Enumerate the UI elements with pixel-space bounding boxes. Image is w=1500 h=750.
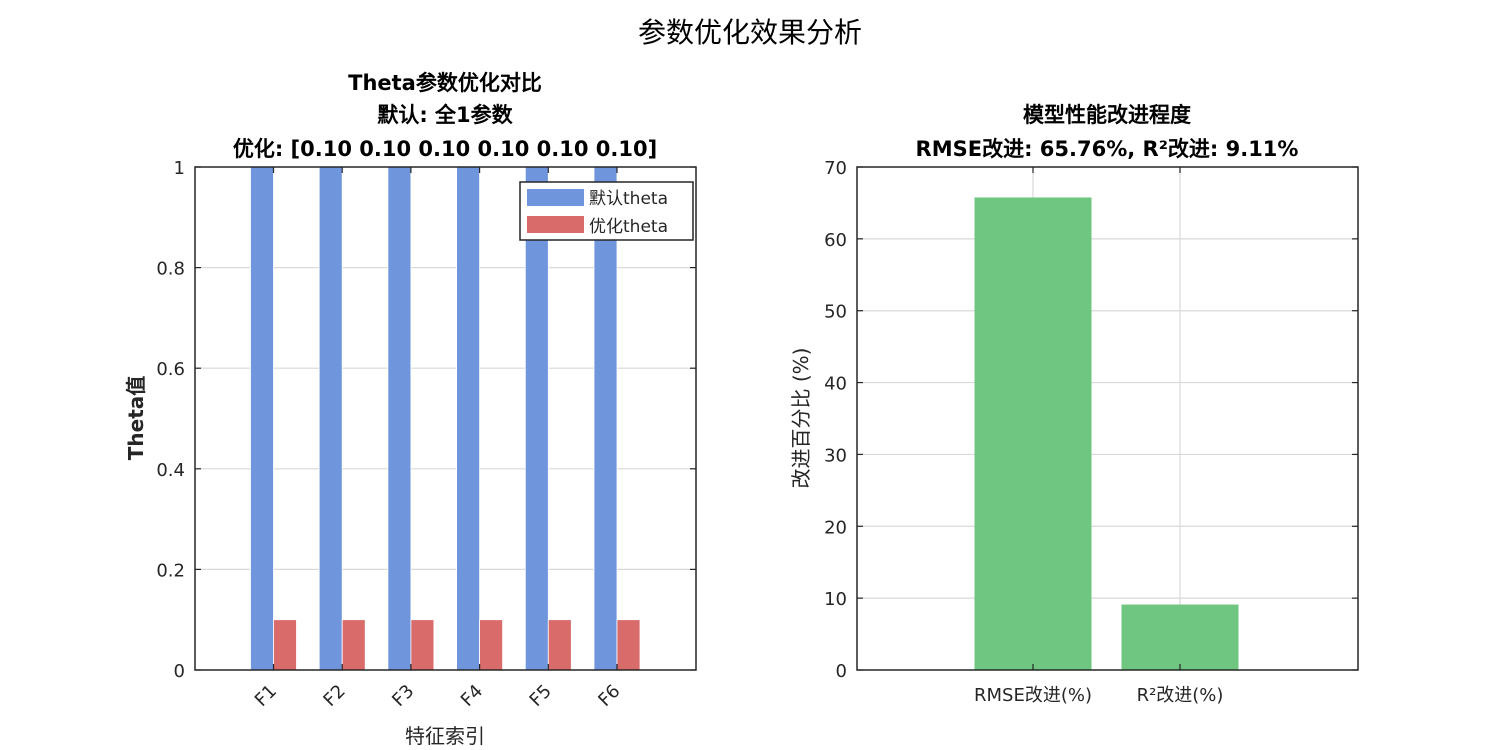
bar-optimized-theta xyxy=(273,619,297,671)
y-tick-label: 30 xyxy=(824,445,847,466)
y-tick-label: 70 xyxy=(824,158,847,179)
y-tick-label: 1 xyxy=(174,158,185,179)
x-tick-label: RMSE改进(%) xyxy=(974,685,1092,706)
bar-optimized-theta xyxy=(547,619,572,671)
axes-box-right xyxy=(856,166,1359,671)
x-tick-label: F2 xyxy=(319,681,349,711)
left-x-label: 特征索引 xyxy=(405,724,485,748)
bar-optimized-theta xyxy=(616,619,641,671)
bar-default-theta xyxy=(593,166,618,671)
x-tick-label: R²改进(%) xyxy=(1137,685,1224,706)
bar-optimized-theta xyxy=(341,619,366,671)
bar-improvement xyxy=(974,197,1092,671)
y-tick-label: 40 xyxy=(824,374,847,395)
legend: 默认theta 优化theta xyxy=(519,181,694,241)
legend-label-default: 默认theta xyxy=(589,189,668,209)
left-y-label: Theta值 xyxy=(124,376,148,461)
y-tick-label: 0 xyxy=(174,661,185,682)
y-tick-label: 0.6 xyxy=(156,359,185,380)
axes-box-left xyxy=(194,166,697,671)
bar-default-theta xyxy=(387,166,412,671)
y-tick-label: 0.4 xyxy=(156,460,185,481)
bar-default-theta xyxy=(524,166,549,671)
y-tick-label: 20 xyxy=(824,517,847,538)
x-tick-label: F5 xyxy=(526,681,556,711)
legend-swatch-optimized xyxy=(527,216,584,233)
y-tick-label: 0 xyxy=(836,661,847,682)
left-title-line-3: 优化: [0.10 0.10 0.10 0.10 0.10 0.10] xyxy=(233,137,657,161)
left-title-line-1: Theta参数优化对比 xyxy=(348,71,542,95)
y-tick-label: 60 xyxy=(824,230,847,251)
y-tick-label: 0.2 xyxy=(156,560,185,581)
bar-improvement xyxy=(1121,604,1239,670)
figure-title: 参数优化效果分析 xyxy=(638,16,862,49)
y-tick-label: 0.8 xyxy=(156,259,185,280)
x-tick-label: F6 xyxy=(594,681,624,711)
legend-label-optimized: 优化theta xyxy=(589,217,668,237)
left-title-line-2: 默认: 全1参数 xyxy=(377,103,513,127)
plot-area-right xyxy=(857,167,1358,670)
right-y-label: 改进百分比 (%) xyxy=(789,348,813,489)
bar-default-theta xyxy=(250,166,274,671)
bar-optimized-theta xyxy=(479,619,504,671)
ticks-right: 0 10 20 30 40 50 60 70 RMSE改进(%) R²改进(%) xyxy=(824,158,1358,706)
y-tick-label: 50 xyxy=(824,302,847,323)
right-title-line-2: RMSE改进: 65.76%, R²改进: 9.11% xyxy=(916,137,1299,161)
bar-default-theta xyxy=(318,166,343,671)
x-tick-label: F3 xyxy=(388,681,418,711)
y-tick-label: 10 xyxy=(824,589,847,610)
x-tick-label: F1 xyxy=(251,681,281,711)
legend-swatch-default xyxy=(527,189,584,206)
right-title-line-1: 模型性能改进程度 xyxy=(1023,103,1191,127)
bar-default-theta xyxy=(456,166,481,671)
theta-comparison-chart: 0 0.2 0.4 0.6 0.8 1 F1 F2 F3 F4 F5 F6 Theta参数优化对比 默… xyxy=(124,71,697,748)
bar-optimized-theta xyxy=(410,619,435,671)
improvement-chart: 0 10 20 30 40 50 60 70 RMSE改进(%) R²改进(%) 模型性能改进程度… xyxy=(789,103,1359,706)
x-tick-label: F4 xyxy=(457,681,487,711)
bars-left xyxy=(250,166,641,671)
bars-right xyxy=(974,197,1239,671)
